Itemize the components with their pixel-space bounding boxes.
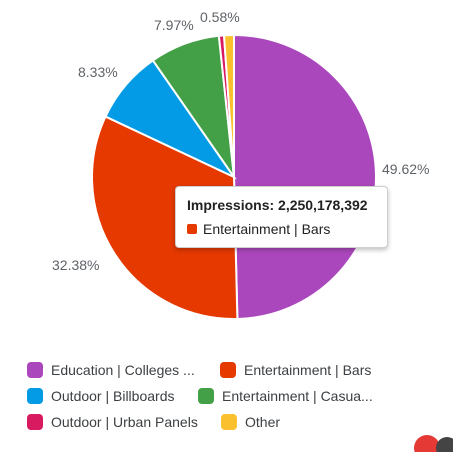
slice-percent-label: 7.97%	[154, 17, 194, 33]
legend-swatch	[27, 388, 43, 404]
pie-slice[interactable]	[91, 115, 239, 320]
legend-swatch	[27, 414, 43, 430]
tooltip-series-row: Entertainment | Bars	[187, 221, 377, 237]
legend-label: Education | Colleges ...	[51, 362, 195, 378]
slice-percent-label: 8.33%	[78, 64, 118, 80]
legend-item[interactable]: Education | Colleges ...	[27, 362, 195, 378]
legend-label: Outdoor | Billboards	[51, 388, 175, 404]
pie-slice[interactable]	[233, 33, 377, 320]
legend-swatch	[221, 414, 237, 430]
slice-percent-label: 49.62%	[382, 161, 429, 177]
tooltip-series-label: Entertainment | Bars	[203, 221, 331, 237]
tooltip-swatch	[187, 224, 197, 234]
legend-item[interactable]: Other	[221, 414, 280, 430]
legend-label: Other	[245, 414, 281, 430]
legend-swatch	[198, 388, 214, 404]
legend-label: Outdoor | Urban Panels	[51, 414, 198, 430]
legend-label: Entertainment | Bars	[244, 362, 372, 378]
corner-decoration	[414, 435, 453, 452]
legend-item[interactable]: Outdoor | Billboards	[27, 388, 174, 404]
chart-tooltip: Impressions: 2,250,178,392 Entertainment…	[175, 186, 388, 248]
slice-percent-label: 0.58%	[200, 9, 240, 25]
legend-swatch	[27, 362, 43, 378]
legend-swatch	[220, 362, 236, 378]
legend-item[interactable]: Entertainment | Casua...	[198, 388, 373, 404]
legend-label: Entertainment | Casua...	[222, 388, 373, 404]
pie-slice[interactable]	[222, 33, 235, 178]
legend-item[interactable]: Outdoor | Urban Panels	[27, 414, 198, 430]
tooltip-title: Impressions: 2,250,178,392	[187, 197, 368, 213]
legend-item[interactable]: Entertainment | Bars	[220, 362, 371, 378]
slice-percent-label: 32.38%	[52, 257, 99, 273]
